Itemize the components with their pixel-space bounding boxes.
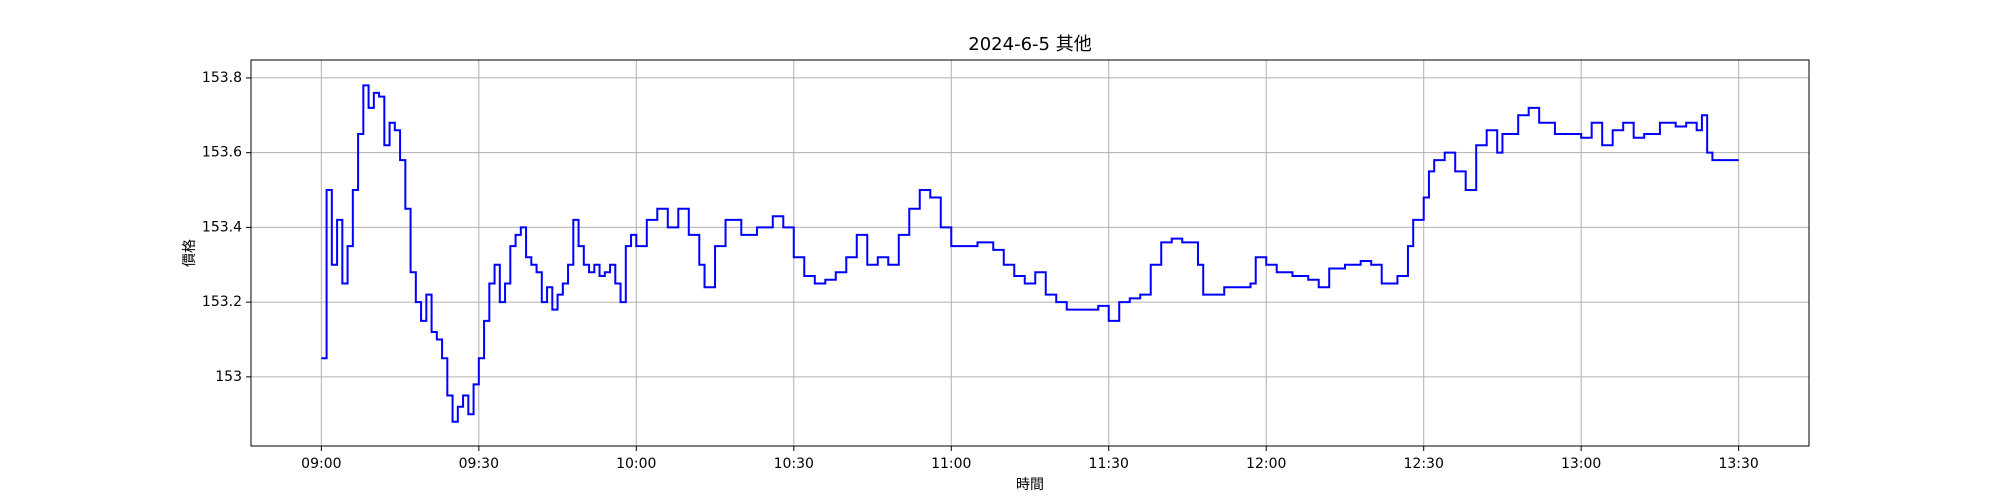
x-tick-label: 12:00 — [1246, 456, 1286, 472]
x-tick-label: 09:00 — [301, 456, 341, 472]
y-tick-label: 153.6 — [202, 145, 242, 161]
x-tick-label: 13:00 — [1561, 456, 1601, 472]
x-tick-label: 11:00 — [931, 456, 971, 472]
y-axis-label: 價格 — [181, 239, 198, 267]
x-tick-label: 10:30 — [774, 456, 814, 472]
plot-frame — [250, 59, 1810, 447]
x-tick-label: 13:30 — [1718, 456, 1758, 472]
y-tick-label: 153.4 — [202, 219, 242, 235]
chart-title: 2024-6-5 其他 — [968, 34, 1091, 55]
x-tick-label: 09:30 — [459, 456, 499, 472]
price-line — [321, 84, 1739, 423]
y-tick-label: 153.2 — [202, 294, 242, 310]
x-axis-label: 時間 — [1016, 477, 1044, 493]
x-tick-label: 12:30 — [1404, 456, 1444, 472]
x-tick-label: 10:00 — [616, 456, 656, 472]
y-tick-label: 153 — [215, 369, 242, 385]
y-tick-label: 153.8 — [202, 70, 242, 86]
x-tick-label: 11:30 — [1089, 456, 1129, 472]
